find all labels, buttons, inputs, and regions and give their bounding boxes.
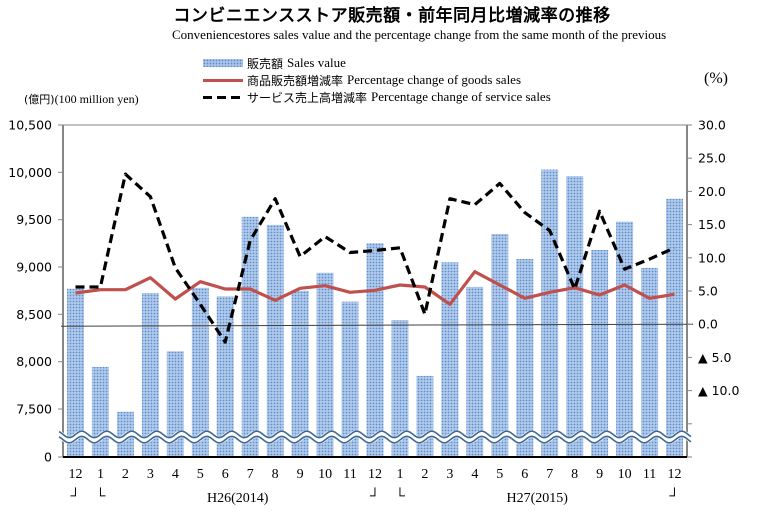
- right-axis-tick-label: 25.0: [698, 151, 726, 166]
- legend-label-en: Percentage change of service sales: [371, 89, 551, 104]
- right-axis-tick-label: 20.0: [698, 184, 726, 199]
- bar-sales-value: [516, 259, 534, 457]
- axis-break-background: [57, 430, 693, 444]
- period-bracket-mark: ┘: [369, 487, 380, 504]
- legend-label-jp: 商品販売額増減率: [247, 73, 344, 88]
- x-axis-tick-label: 2: [421, 467, 428, 482]
- bar-sales-value: [491, 233, 509, 457]
- bar-sales-value: [641, 267, 659, 457]
- bar-sales-value: [291, 290, 309, 457]
- right-axis-tick-label: ▲ 5.0: [698, 350, 732, 365]
- x-axis-tick-label: 4: [471, 467, 478, 482]
- x-axis-tick-label: 9: [297, 467, 304, 482]
- bar-sales-value: [466, 286, 484, 457]
- x-axis-tick-label: 5: [496, 467, 503, 482]
- period-bracket-mark: ┘: [70, 487, 81, 504]
- legend-swatch-bar: [203, 59, 243, 67]
- right-axis-tick-label: 10.0: [698, 250, 726, 265]
- left-axis-tick-label: 8,000: [16, 354, 52, 369]
- bar-sales-value: [141, 293, 159, 457]
- x-axis-tick-label: 11: [643, 467, 656, 482]
- x-axis-tick-label: 12: [68, 467, 82, 482]
- x-axis-tick-label: 12: [668, 467, 682, 482]
- x-axis-tick-label: 3: [147, 467, 154, 482]
- bar-sales-value: [441, 262, 459, 457]
- bar-sales-value: [416, 375, 434, 457]
- x-axis-tick-label: 4: [172, 467, 179, 482]
- right-axis-tick-label: 30.0: [698, 118, 726, 133]
- period-bracket-mark: ┘: [669, 487, 680, 504]
- legend-label-jp: サービス売上高増減率: [247, 90, 368, 105]
- x-axis-tick-label: 1: [97, 467, 104, 482]
- right-axis-tick-label: 0.0: [698, 317, 718, 332]
- bar-sales-value: [166, 351, 184, 457]
- legend-swatch-dashed-line: [203, 95, 243, 99]
- period-bracket-mark: └: [395, 487, 405, 504]
- x-axis-tick-label: 10: [318, 467, 332, 482]
- bar-sales-value: [266, 224, 284, 457]
- x-axis-tick-label: 11: [343, 467, 356, 482]
- year-label-h26: H26(2014): [207, 491, 269, 506]
- x-axis-tick-label: 12: [368, 467, 382, 482]
- axis-break-wave-icon: [58, 435, 692, 444]
- bar-sales-value: [591, 250, 609, 457]
- bar-sales-value: [541, 169, 559, 457]
- x-axis-tick-label: 5: [197, 467, 204, 482]
- legend-label-en: Percentage change of goods sales: [347, 72, 522, 87]
- right-axis-tick-label: ▲ 10.0: [698, 383, 739, 398]
- x-axis-tick-label: 9: [596, 467, 603, 482]
- axis-break-wave-icon: [58, 430, 692, 439]
- left-axis-unit-jp: (億円): [24, 93, 55, 106]
- x-axis-tick-label: 10: [618, 467, 632, 482]
- x-axis-tick-label: 1: [396, 467, 403, 482]
- left-axis-tick-label: 7,500: [16, 402, 52, 417]
- x-axis-tick-label: 2: [122, 467, 129, 482]
- chart-subtitle: Conveniencestores sales value and the pe…: [172, 27, 667, 42]
- legend-item-goods-change: 商品販売額増減率 Percentage change of goods sale…: [203, 72, 521, 88]
- bar-sales-value: [316, 272, 334, 457]
- bar-sales-value: [391, 320, 409, 457]
- legend-label-en: Sales value: [287, 55, 346, 70]
- period-bracket-mark: └: [95, 487, 105, 504]
- legend-item-service-change: サービス売上高増減率 Percentage change of service …: [203, 89, 551, 105]
- left-axis-tick-label: 10,000: [8, 165, 52, 180]
- line-goods-sales-change: [75, 270, 675, 306]
- x-axis-tick-label: 7: [247, 467, 254, 482]
- left-axis-tick-label: 0: [44, 450, 52, 465]
- x-axis-tick-label: 6: [222, 467, 229, 482]
- left-axis-tick-label: 9,000: [16, 260, 52, 275]
- legend-swatch-solid-line: [203, 78, 243, 82]
- right-axis-tick-label: 5.0: [698, 284, 718, 299]
- bar-sales-value: [191, 287, 209, 457]
- x-axis-tick-label: 8: [272, 467, 279, 482]
- left-axis-unit-en: (100 million yen): [54, 92, 139, 106]
- chart-title: コンビニエンスストア販売額・前年同月比増減率の推移: [173, 6, 611, 26]
- legend-label-jp: 販売額: [247, 56, 284, 71]
- x-axis-tick-label: 8: [571, 467, 578, 482]
- bar-sales-value: [341, 301, 359, 457]
- x-axis-tick-label: 7: [546, 467, 553, 482]
- right-axis-tick-label: 15.0: [698, 217, 726, 232]
- bar-sales-value: [666, 198, 683, 458]
- x-axis-tick-label: 6: [521, 467, 528, 482]
- left-axis-tick-label: 8,500: [16, 307, 52, 322]
- bar-sales-value: [366, 243, 384, 457]
- bar-sales-value: [566, 176, 584, 457]
- bar-sales-value: [241, 216, 259, 457]
- bar-sales-value: [616, 221, 634, 457]
- left-axis-tick-label: 9,500: [16, 212, 52, 227]
- year-label-h27: H27(2015): [507, 491, 569, 506]
- legend-item-sales-value: 販売額 Sales value: [203, 55, 346, 71]
- bar-sales-value: [216, 296, 234, 457]
- right-axis-unit-label: (%): [704, 70, 728, 87]
- left-axis-tick-label: 10,500: [8, 118, 52, 133]
- zero-percent-line: [60, 323, 694, 327]
- left-axis-unit-label: (億円)(100 million yen): [24, 91, 139, 107]
- x-axis-tick-label: 3: [446, 467, 453, 482]
- bar-sales-value: [67, 288, 84, 457]
